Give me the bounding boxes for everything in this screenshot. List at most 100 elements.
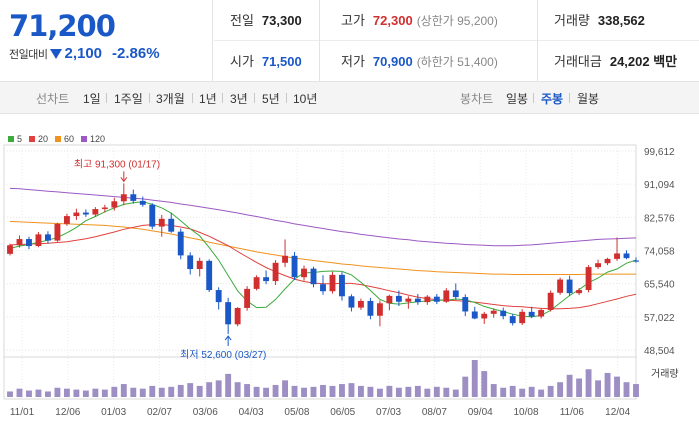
legend-item-ma20[interactable]: 20 xyxy=(29,134,48,144)
ma-legend: 5 20 60 120 xyxy=(8,134,105,144)
candle-body xyxy=(291,255,298,278)
legend-swatch xyxy=(81,136,88,142)
price-box: 71,200 전일대비 2,100 -2.86% xyxy=(0,0,213,82)
tab-daily[interactable]: 일봉 xyxy=(506,92,529,106)
volume-bar xyxy=(130,387,137,397)
legend-item-ma5[interactable]: 5 xyxy=(8,134,22,144)
tab-1y[interactable]: 1년 xyxy=(199,92,217,106)
change-percent: -2.86% xyxy=(112,45,160,62)
legend-item-ma120[interactable]: 120 xyxy=(81,134,105,144)
volume-bar xyxy=(519,388,526,397)
stats-row-divider xyxy=(214,40,699,41)
low-annotation: 최저 52,600 (03/27) xyxy=(180,349,266,361)
tab-separator xyxy=(149,93,150,103)
tab-10y[interactable]: 10년 xyxy=(293,92,318,106)
volume-bar xyxy=(7,391,13,397)
volume-label: 거래량 xyxy=(651,369,679,380)
x-tick-label: 08/07 xyxy=(422,407,447,418)
period-tab-bar: 선차트 1일 1주일 3개월 1년 3년 5년 10년 봉차트 일봉 주봉 월봉 xyxy=(0,82,699,114)
volume-bar xyxy=(604,372,611,397)
low-arrow-icon xyxy=(224,335,232,341)
candle-body xyxy=(348,296,355,308)
tab-separator xyxy=(222,93,223,103)
volume-bar xyxy=(433,386,440,397)
x-tick-label: 09/04 xyxy=(468,407,493,418)
tab-monthly[interactable]: 월봉 xyxy=(577,92,600,106)
candle-body xyxy=(111,201,118,208)
y-tick-label: 65,540 xyxy=(644,280,675,291)
x-tick-label: 02/07 xyxy=(147,407,172,418)
candle-body xyxy=(443,290,450,302)
candle-body xyxy=(595,263,602,268)
candle-body xyxy=(215,290,222,303)
candle-body xyxy=(196,260,203,270)
candle-body xyxy=(187,255,194,270)
volume-bar xyxy=(234,382,241,397)
stat-label: 전일 xyxy=(230,13,254,28)
candle-body xyxy=(585,267,592,291)
candle-body xyxy=(424,296,431,303)
candle-body xyxy=(490,310,497,314)
y-tick-label: 57,022 xyxy=(644,313,675,324)
stat-value: 24,202 백만 xyxy=(609,54,678,69)
volume-bar xyxy=(244,384,251,397)
volume-bar xyxy=(405,386,412,397)
candle-body xyxy=(320,284,326,292)
ma-line-5 xyxy=(9,201,637,318)
tab-5y[interactable]: 5년 xyxy=(262,92,280,106)
candle-body xyxy=(538,309,545,317)
volume-bar xyxy=(395,387,402,397)
volume-bar xyxy=(291,385,298,397)
candle-body xyxy=(63,216,70,224)
candle-body xyxy=(282,255,289,263)
tab-3m[interactable]: 3개월 xyxy=(156,92,185,106)
quote-header: 71,200 전일대비 2,100 -2.86% 전일 73,300 고가 72… xyxy=(0,0,699,82)
y-tick-label: 99,612 xyxy=(644,147,675,158)
tab-weekly[interactable]: 주봉 xyxy=(541,92,564,106)
stat-prev-close: 전일 73,300 xyxy=(230,10,302,30)
volume-bar xyxy=(329,385,336,397)
stat-amount: 거래대금 24,202 백만 xyxy=(554,51,677,71)
volume-bar xyxy=(348,383,355,397)
stat-value: 72,300 xyxy=(372,13,413,28)
candle-body xyxy=(576,290,583,294)
candle-body xyxy=(120,194,127,202)
tab-1d[interactable]: 1일 xyxy=(83,92,101,106)
candle-body xyxy=(130,194,137,201)
candle-body xyxy=(158,218,165,227)
x-tick-label: 12/06 xyxy=(55,407,80,418)
candle-body xyxy=(414,298,421,303)
volume-bar xyxy=(44,391,51,397)
candle-body xyxy=(509,316,516,324)
candle-body xyxy=(82,212,89,215)
candle-body xyxy=(547,292,554,310)
candle-body xyxy=(206,260,213,291)
volume-bar xyxy=(471,360,478,397)
stat-value: 70,900 xyxy=(372,54,413,69)
candle-body xyxy=(329,274,336,292)
stat-value: 73,300 xyxy=(261,13,302,28)
stat-low: 저가 70,900 (하한가 51,400) xyxy=(341,51,498,71)
volume-bar xyxy=(443,387,450,397)
tab-3y[interactable]: 3년 xyxy=(230,92,248,106)
candle-body xyxy=(462,297,469,312)
candle-body xyxy=(263,277,270,282)
legend-swatch xyxy=(55,136,62,142)
volume-bar xyxy=(149,385,156,397)
volume-bar xyxy=(282,380,289,397)
legend-item-ma60[interactable]: 60 xyxy=(55,134,74,144)
change-row: 전일대비 2,100 -2.86% xyxy=(9,45,160,62)
legend-swatch xyxy=(8,136,14,142)
candle-body xyxy=(433,296,440,302)
legend-label: 60 xyxy=(64,134,75,144)
legend-label: 120 xyxy=(90,134,106,144)
stats-col-divider xyxy=(319,0,320,82)
change-label: 전일대비 xyxy=(9,48,48,61)
volume-bar xyxy=(481,371,488,397)
volume-bar xyxy=(177,384,184,397)
volume-bar xyxy=(92,388,99,397)
tab-1w[interactable]: 1주일 xyxy=(114,92,143,106)
stat-label: 시가 xyxy=(230,54,254,69)
candle-chart-label: 봉차트 xyxy=(460,92,494,106)
candle-body xyxy=(26,239,32,247)
